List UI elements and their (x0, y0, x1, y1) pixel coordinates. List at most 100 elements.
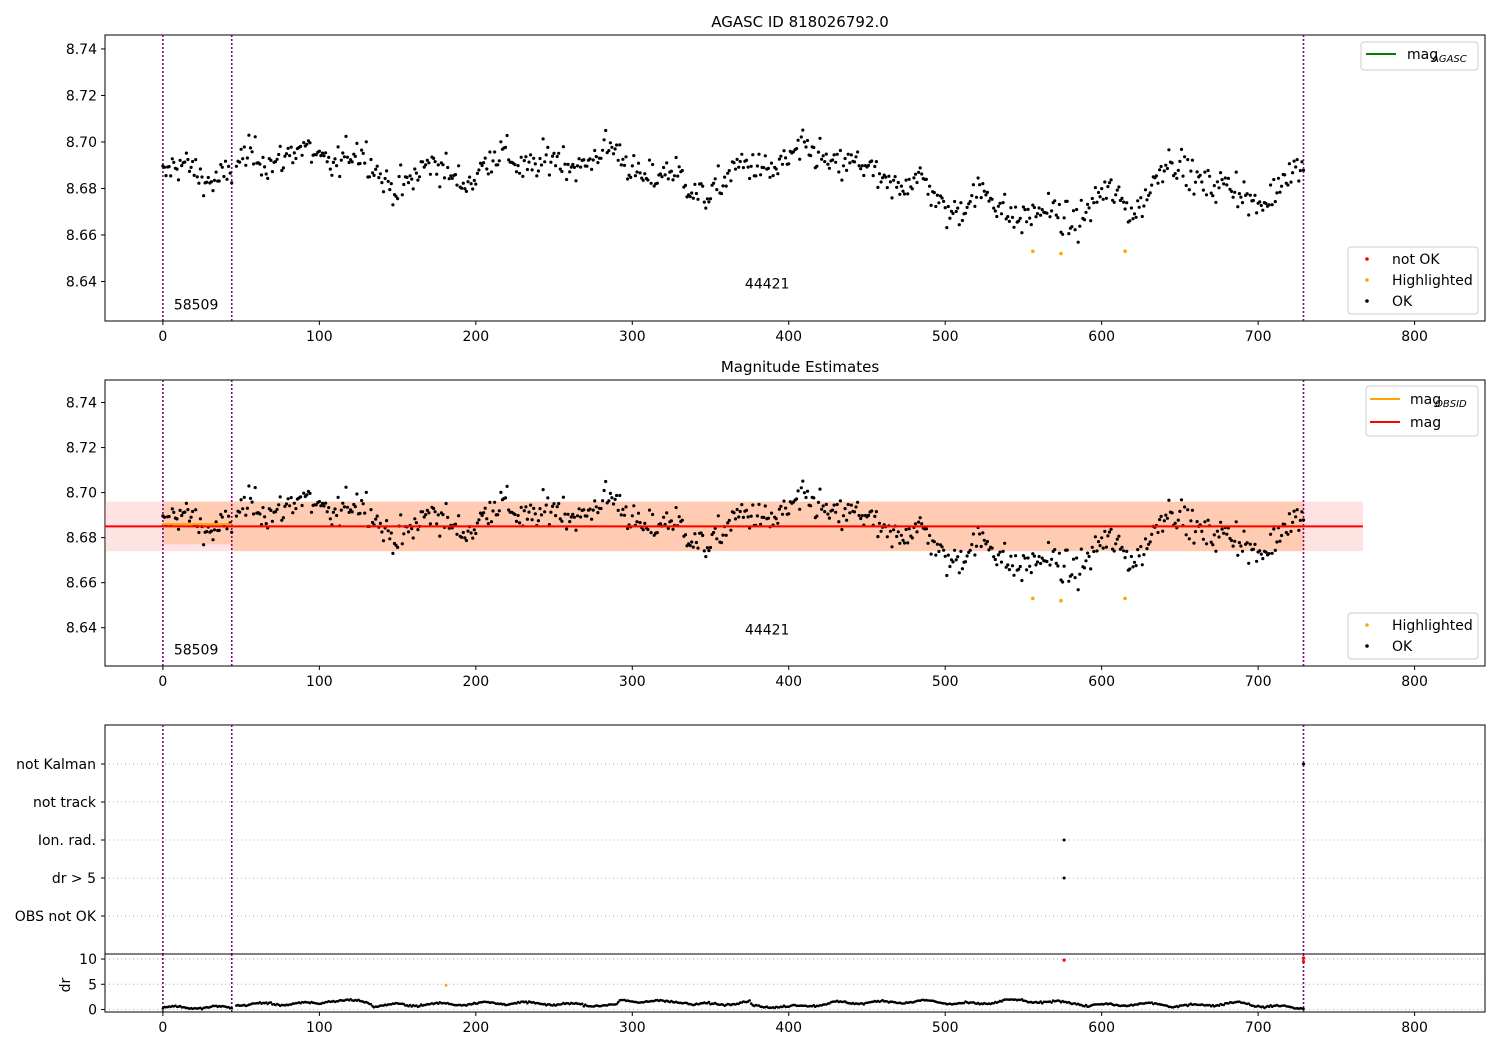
ok-point (721, 184, 725, 188)
ok-point (683, 183, 688, 187)
ok-point (549, 510, 553, 514)
x-tick-label: 500 (932, 329, 959, 345)
ok-point (1214, 549, 1218, 553)
ok-point (755, 514, 760, 518)
ok-point (441, 163, 445, 167)
ok-point (796, 138, 800, 142)
ok-point (244, 163, 248, 167)
ok-point (464, 189, 468, 193)
legend-label: OK (1392, 639, 1413, 655)
ok-point (291, 161, 295, 165)
ok-point (647, 508, 652, 512)
ok-point (759, 522, 763, 527)
ok-point (1294, 165, 1298, 169)
ok-point (450, 176, 454, 180)
ok-point (460, 186, 464, 190)
ok-point (258, 512, 262, 516)
ok-point (211, 538, 215, 542)
ok-point (954, 209, 958, 214)
ok-point (569, 165, 573, 169)
ok-point (327, 155, 331, 159)
ok-point (1031, 552, 1035, 556)
ok-point (1040, 556, 1044, 560)
ok-point (325, 510, 329, 514)
ok-point (669, 169, 674, 173)
ok-point (205, 180, 209, 184)
ok-point (206, 175, 210, 180)
ok-point (741, 515, 746, 520)
dr-point (749, 1002, 753, 1005)
ok-point (929, 203, 933, 207)
ok-point (906, 192, 910, 196)
ok-point (1026, 207, 1030, 211)
ok-point (848, 161, 852, 165)
ok-point (1054, 213, 1058, 217)
ok-point (1007, 568, 1012, 572)
ok-point (477, 168, 481, 172)
observation-label: 44421 (745, 622, 790, 638)
ok-point (1240, 201, 1245, 205)
ok-point (187, 169, 192, 173)
ok-point (726, 171, 730, 175)
ok-point (741, 166, 746, 170)
ok-point (292, 151, 296, 155)
ok-point (704, 206, 708, 210)
ok-point (1294, 515, 1298, 519)
ok-point (769, 511, 774, 515)
ok-point (291, 511, 295, 515)
ok-point (1028, 564, 1032, 568)
ok-point (1237, 192, 1241, 196)
ok-point (690, 540, 694, 544)
ok-point (248, 496, 253, 500)
ok-point (212, 528, 217, 532)
ok-point (425, 508, 429, 512)
ok-point (375, 164, 379, 168)
ok-point (818, 487, 822, 491)
ok-point (380, 181, 384, 185)
ok-point (217, 528, 221, 533)
ok-point (579, 515, 583, 519)
ok-point (220, 165, 224, 169)
x-tick-label: 500 (932, 1020, 959, 1036)
ok-point (381, 539, 386, 543)
ok-point (1120, 196, 1124, 200)
ok-point (1120, 545, 1124, 549)
ok-point (948, 564, 952, 569)
ok-point (976, 176, 980, 180)
ok-point (524, 155, 528, 159)
axes-frame (104, 379, 1486, 667)
flag-category-label: not Kalman (16, 757, 96, 773)
ok-point (984, 542, 988, 546)
ok-point (1162, 169, 1166, 173)
ok-point (647, 158, 652, 162)
ok-point (774, 167, 778, 171)
ok-point (427, 511, 431, 515)
ok-point (474, 182, 478, 186)
ok-point (798, 507, 802, 511)
ok-point (1183, 155, 1187, 159)
ok-point (1009, 554, 1013, 558)
ok-point (505, 484, 509, 488)
ok-point (1291, 171, 1295, 175)
ok-point (446, 515, 450, 520)
ok-point (805, 489, 810, 493)
ok-point (1273, 548, 1277, 553)
ok-point (525, 167, 530, 172)
ok-point (369, 508, 373, 512)
ok-point (768, 175, 772, 179)
legend-box (1347, 612, 1479, 660)
ok-point (300, 503, 304, 508)
ok-point (402, 182, 406, 187)
ok-point (411, 536, 415, 540)
ok-point (638, 521, 642, 525)
ok-point (582, 508, 586, 512)
highlighted-point (1031, 596, 1035, 601)
ok-point (1193, 180, 1198, 184)
ok-point (630, 164, 634, 168)
ok-point (1032, 205, 1036, 210)
ok-point (805, 138, 810, 143)
ok-point (895, 185, 899, 189)
flag-category-label: not track (33, 795, 97, 811)
ok-point (1061, 580, 1065, 584)
ok-point (982, 189, 986, 193)
